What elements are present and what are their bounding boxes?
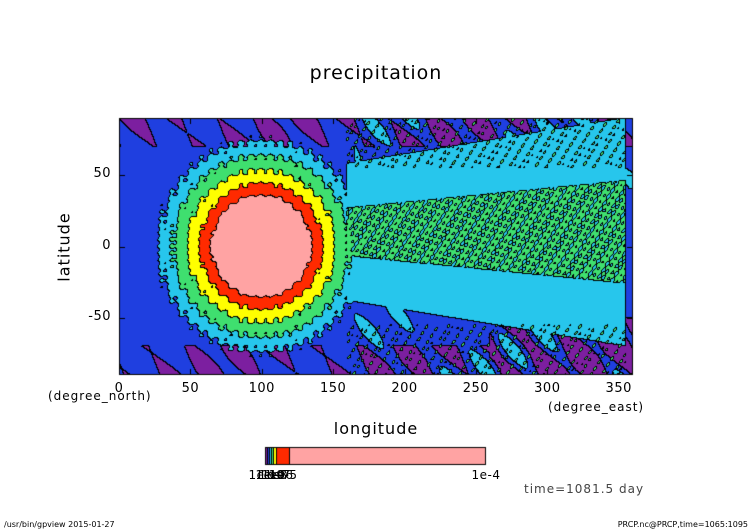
time-label: time=1081.5 day bbox=[524, 482, 645, 496]
x-tick-label: 50 bbox=[181, 381, 200, 396]
colorbar-tick-label: 1e-8 bbox=[258, 468, 288, 482]
y-tick-label: -50 bbox=[88, 308, 111, 324]
footer-source: PRCP.nc@PRCP,time=1065:1095 bbox=[617, 520, 748, 529]
x-tick-label: 0 bbox=[114, 381, 124, 396]
y-axis-unit: (degree_north) bbox=[48, 389, 152, 403]
footer-program: /usr/bin/gpview 2015-01-27 bbox=[4, 520, 115, 529]
colorbar-tick-label: 1e-6 bbox=[264, 468, 294, 482]
x-tick-label: 250 bbox=[462, 381, 490, 396]
x-tick-label: 350 bbox=[605, 381, 632, 396]
y-tick-label: 0 bbox=[102, 237, 111, 253]
colorbar-tick-label: 1e-5 bbox=[268, 468, 298, 482]
x-tick-label: 100 bbox=[248, 381, 275, 396]
colorbar-tick-label: 1e-7 bbox=[261, 468, 291, 482]
y-tick-label: 50 bbox=[93, 166, 111, 182]
colorbar-tick-label: 1e-4 bbox=[471, 468, 501, 482]
x-axis-unit: (degree_east) bbox=[548, 400, 645, 414]
x-tick-label: 200 bbox=[391, 381, 418, 396]
chart-title: precipitation bbox=[309, 62, 443, 84]
x-axis-label: longitude bbox=[333, 419, 419, 438]
x-tick-label: 150 bbox=[319, 381, 347, 396]
colorbar-tick-label: 1e-10 bbox=[248, 468, 286, 482]
colorbar-tick-label: 1e-9 bbox=[255, 468, 285, 482]
x-tick-label: 300 bbox=[534, 381, 561, 396]
